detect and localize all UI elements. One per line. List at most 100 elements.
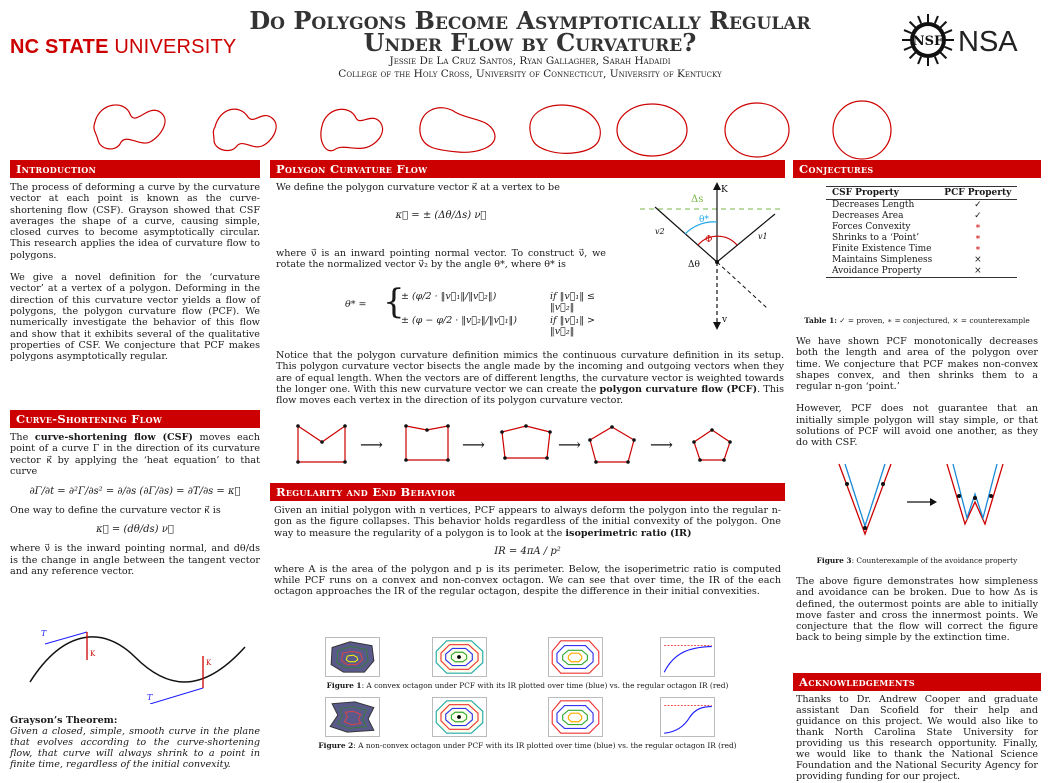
csf-paragraph-1: The curve-shortening flow (CSF) moves ea… [10,432,260,477]
tangent-vector-bottom [149,687,204,704]
table-row-property: Decreases Area [832,211,904,221]
conjectures-heading: Conjectures [793,160,1041,178]
flow-arrow-4: ⟶ [650,435,673,454]
pcf-paragraph-1: We define the polygon curvature vector κ… [276,182,560,193]
section-csf: Curve-Shortening Flow The curve-shorteni… [10,410,260,577]
svg-text:K: K [721,185,728,195]
svg-text:K: K [206,659,212,667]
conjectures-paragraph-2: However, PCF does not guarantee that an … [796,403,1038,449]
svg-text:Δs: Δs [691,194,703,205]
svg-text:v: v [721,315,728,325]
curve-stage-5 [529,104,601,154]
fig1-ir-plot [660,637,715,677]
flow-arrow-3: ⟶ [558,435,581,454]
incoming-vector-v2 [654,206,718,263]
curve-stage-4 [419,107,496,153]
fig1-ir-curve [663,645,712,673]
theta-star-arc [684,221,718,235]
nsf-logo: NSF [902,14,954,66]
svg-text:Φ: Φ [705,235,712,245]
section-regularity: Regularity and End Behavior Given an ini… [270,483,785,598]
section-acknowledgements: Acknowledgements Thanks to Dr. Andrew Co… [793,673,1041,782]
table-row-property: Avoidance Property [826,266,939,278]
fig2-ir-plot [660,697,715,737]
theta-case-1: ± (φ/2 · ‖v⃗₁‖/‖v⃗₂‖) [401,291,497,302]
regularity-paragraph-1: Given an initial polygon with n vertices… [274,505,781,539]
table-row-property: Forces Convexity [832,222,911,232]
title-line-1: Do Polygons Become Asymptotically Regula… [249,6,811,35]
table-row-property: Finite Existence Time [832,244,932,254]
polygon-stage-3 [501,425,551,459]
csf-paragraph-2: One way to define the curvature vector κ… [10,505,221,517]
ncsu-logo: NC STATE UNIVERSITY [10,36,237,58]
regularity-heading: Regularity and End Behavior [270,483,785,501]
theta-star-lhs: θ* = [345,299,367,310]
flow-arrow-2: ⟶ [462,435,485,454]
right-v-red [946,463,1004,526]
conjectures-table: CSF Property PCF Property Decreases Leng… [826,186,1018,278]
section-pcf: Polygon Curvature Flow [270,160,785,178]
affiliations: College of the Holy Cross, University of… [338,68,722,80]
table-row-property: Maintains Simpleness [832,255,933,265]
svg-text:K: K [90,650,96,658]
curve-evolution-strip [93,100,892,160]
csf-paragraph-3: where ν⃗ is the inward pointing normal, … [10,543,260,578]
svg-text:Δθ: Δθ [688,260,700,270]
table-row-property: Shrinks to a ‘Point’ [832,233,920,243]
introduction-paragraph-2: We give a novel definition for the ‘curv… [10,272,260,363]
curve-stage-2 [212,108,277,152]
svg-text:v2: v2 [655,227,665,236]
right-v-blue [952,463,998,521]
conjectures-text: We have shown PCF monotonically decrease… [796,336,1038,449]
csf-curve-figure: T K T K [29,629,246,704]
table-header-csf: CSF Property [826,186,939,200]
introduction-heading: Introduction [10,160,260,178]
fig1-convex-octagon-rings [432,637,487,677]
theta-cond-1: if ‖v⃗₁‖ ≤ ‖v⃗₂‖ [550,291,595,313]
polygon-stage-5 [693,429,731,461]
nsa-logo: NSA [958,26,1018,58]
authors: Jessie De La Cruz Santos, Ryan Gallagher… [389,55,671,67]
theta-cond-2: if ‖v⃗₁‖ > ‖v⃗₂‖ [550,315,595,337]
left-v-red [838,463,892,536]
theta-case-2: ± (φ − φ/2 · ‖v⃗₂‖/‖v⃗₁‖) [401,315,517,326]
conjectures-paragraph-1: We have shown PCF monotonically decrease… [796,336,1038,393]
section-conjectures: Conjectures [793,160,1041,178]
title-line-2: Under Flow by Curvature? [363,28,697,57]
avoidance-counterexample-figure [838,463,1004,536]
sine-curve [29,636,246,683]
curve-stage-8 [832,100,892,160]
pcf-heading: Polygon Curvature Flow [270,160,785,178]
curve-stage-1 [93,104,166,150]
regularity-paragraph-2: where A is the area of the polygon and p… [274,563,781,598]
curve-stage-7 [724,102,790,158]
polygon-stage-2 [405,425,449,461]
fig2-nonconvex-octagon-flow [325,697,380,737]
table-1-caption: Table 1: ✓ = proven, ∗ = conjectured, × … [804,316,1030,325]
introduction-paragraph-1: The process of deforming a curve by the … [10,182,260,261]
pcf-paragraph-3: Notice that the polygon curvature defini… [276,350,784,407]
table-row-mark: × [974,255,982,265]
svg-text:θ*: θ* [699,215,709,225]
table-row-mark: ∗ [974,244,981,254]
phi-arc [697,235,738,246]
grayson-theorem: Grayson’s Theorem: Given a closed, simpl… [10,715,260,770]
table-row-mark: ∗ [974,233,981,243]
csf-heat-equation: ∂Γ/∂t = ∂²Γ/∂s² = ∂/∂s (∂Γ/∂s) = ∂T/∂s =… [29,486,241,498]
figure-3-caption: Figure 3: Counterexample of the avoidanc… [816,556,1018,565]
polygon-flow-sequence: ⟶ ⟶ ⟶ ⟶ [296,424,732,464]
outgoing-vector-v1 [716,213,776,263]
table-row-mark: × [938,266,1018,278]
figure-1-caption: Figure 1: A convex octagon under PCF wit… [326,681,729,690]
acknowledgements-text: Thanks to Dr. Andrew Cooper and graduate… [796,694,1038,782]
table-row-mark: ∗ [974,222,981,232]
figure-2-caption: Figure 2: A non-convex octagon under PCF… [318,741,737,750]
tangent-vector-top [44,631,88,645]
csf-heading: Curve-Shortening Flow [10,410,260,428]
pcf-curvature-equation: κ⃗ = ± (Δθ/Δs) ν⃗ [395,210,487,221]
conjectures-paragraph-3: The above figure demonstrates how simple… [796,576,1038,644]
table-row-property: Decreases Length [832,200,915,210]
author-block: Jessie De La Cruz Santos, Ryan Gallagher… [190,55,870,81]
fig2-nonconvex-octagon-rings [432,697,487,737]
fig2-ir-curve [664,705,712,734]
